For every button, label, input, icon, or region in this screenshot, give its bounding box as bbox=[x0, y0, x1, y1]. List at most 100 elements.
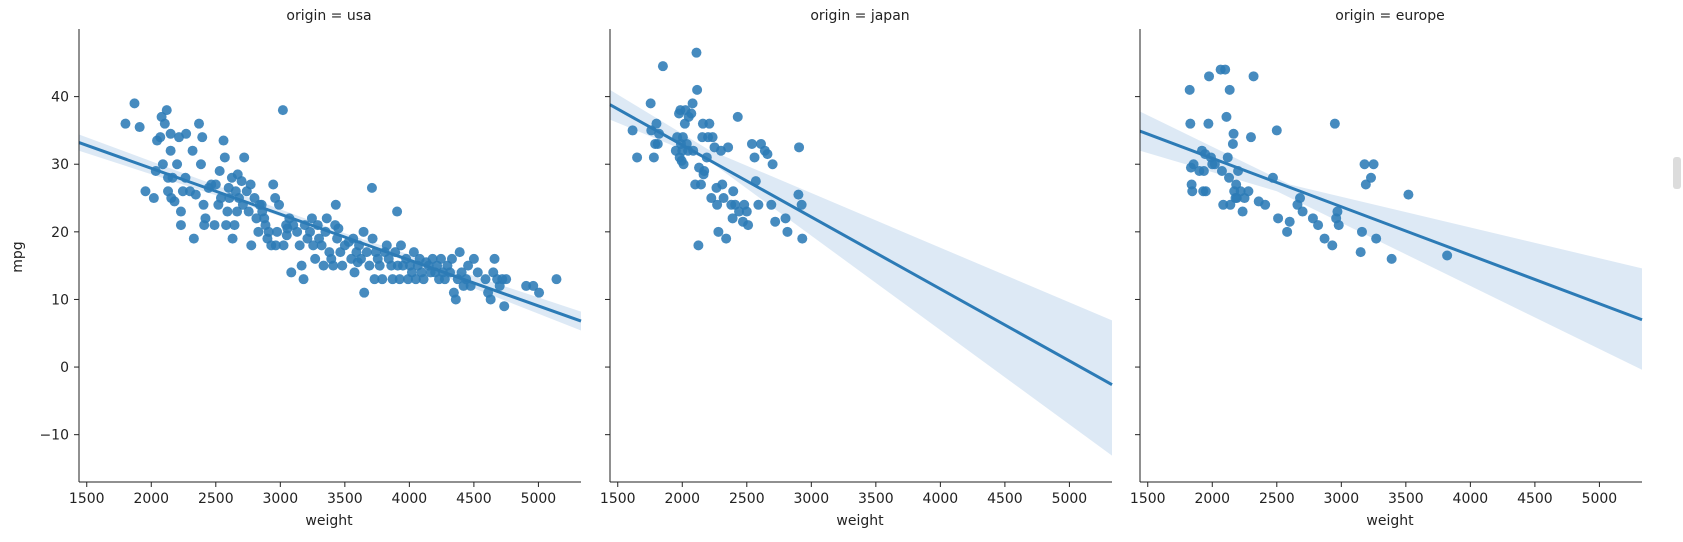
data-point bbox=[723, 142, 734, 153]
data-point bbox=[272, 226, 283, 237]
x-tick-label: 4000 bbox=[923, 491, 959, 507]
data-point bbox=[165, 145, 176, 156]
data-point bbox=[767, 159, 778, 170]
data-point bbox=[274, 199, 285, 210]
data-point bbox=[277, 105, 288, 116]
data-point bbox=[387, 274, 398, 285]
data-point bbox=[686, 108, 697, 119]
data-point bbox=[1204, 71, 1215, 82]
scrollbar-thumb[interactable] bbox=[1673, 157, 1681, 189]
x-tick-label: 3500 bbox=[858, 491, 894, 507]
data-point bbox=[227, 233, 238, 244]
data-point bbox=[1359, 159, 1370, 170]
panel-europe: origin = europe weight 1500 2000 2500 3000 3… bbox=[1130, 8, 1643, 529]
data-point bbox=[364, 260, 375, 271]
data-point bbox=[321, 213, 332, 224]
x-tick-label: 5000 bbox=[521, 491, 557, 507]
data-point bbox=[627, 125, 638, 136]
data-point bbox=[1355, 247, 1366, 258]
x-tick-label: 2000 bbox=[664, 491, 700, 507]
data-point bbox=[120, 118, 131, 129]
data-point bbox=[134, 122, 145, 133]
data-point bbox=[1319, 233, 1330, 244]
y-tick-label: 0 bbox=[60, 360, 69, 376]
data-point bbox=[1187, 186, 1198, 197]
data-point bbox=[209, 220, 220, 231]
data-point bbox=[693, 240, 704, 251]
data-point bbox=[741, 206, 752, 217]
data-point bbox=[155, 132, 166, 143]
data-point bbox=[169, 196, 180, 207]
data-point bbox=[195, 159, 206, 170]
data-point bbox=[468, 253, 479, 264]
data-point bbox=[367, 233, 378, 244]
data-point bbox=[794, 142, 805, 153]
x-tick-label: 2500 bbox=[729, 491, 765, 507]
data-point bbox=[780, 213, 791, 224]
data-point bbox=[140, 186, 151, 197]
x-tick-label: 2000 bbox=[1194, 491, 1230, 507]
data-point bbox=[721, 233, 732, 244]
data-point bbox=[499, 301, 510, 312]
confidence-band bbox=[79, 134, 581, 331]
data-point bbox=[148, 193, 159, 204]
data-point bbox=[187, 145, 198, 156]
data-point bbox=[727, 213, 738, 224]
panel-title: origin = japan bbox=[810, 8, 909, 24]
data-point bbox=[219, 152, 230, 163]
data-point bbox=[651, 118, 662, 129]
data-point bbox=[349, 267, 360, 278]
data-point bbox=[161, 105, 172, 116]
data-point bbox=[369, 274, 380, 285]
data-point bbox=[181, 128, 192, 139]
data-point bbox=[766, 199, 777, 210]
data-point bbox=[1282, 226, 1293, 237]
data-point bbox=[648, 152, 659, 163]
data-point bbox=[1368, 159, 1379, 170]
data-point bbox=[198, 199, 209, 210]
x-tick-label: 3500 bbox=[327, 491, 363, 507]
data-point bbox=[743, 220, 754, 231]
data-point bbox=[306, 213, 317, 224]
confidence-band bbox=[1140, 111, 1642, 370]
data-point bbox=[435, 253, 446, 264]
data-point bbox=[704, 118, 715, 129]
x-tick-label: 5000 bbox=[1582, 491, 1618, 507]
data-point bbox=[551, 274, 562, 285]
data-point bbox=[652, 138, 663, 149]
data-point bbox=[1245, 132, 1256, 143]
data-point bbox=[528, 280, 539, 291]
data-point bbox=[377, 274, 388, 285]
data-point bbox=[1284, 216, 1295, 227]
x-tick-label: 2000 bbox=[133, 491, 169, 507]
data-point bbox=[1273, 213, 1284, 224]
data-point bbox=[318, 260, 329, 271]
x-tick-label: 2500 bbox=[1259, 491, 1295, 507]
data-point bbox=[1200, 186, 1211, 197]
data-point bbox=[1224, 84, 1235, 95]
data-point bbox=[1188, 159, 1199, 170]
data-point bbox=[366, 182, 377, 193]
x-tick-label: 1500 bbox=[1130, 491, 1166, 507]
data-point bbox=[190, 189, 201, 200]
data-point bbox=[221, 220, 232, 231]
x-tick-label: 3500 bbox=[1388, 491, 1424, 507]
data-point bbox=[1371, 233, 1382, 244]
x-tick-label: 4500 bbox=[1517, 491, 1553, 507]
data-point bbox=[263, 226, 274, 237]
ylabel: mpg bbox=[10, 241, 26, 272]
y-tick-label: 40 bbox=[51, 90, 69, 106]
data-point bbox=[1220, 64, 1231, 75]
data-point bbox=[1307, 213, 1318, 224]
regression-line bbox=[1139, 129, 1643, 322]
data-point bbox=[374, 260, 385, 271]
data-point bbox=[175, 206, 186, 217]
data-point bbox=[304, 226, 315, 237]
data-point bbox=[1184, 84, 1195, 95]
data-point bbox=[355, 253, 366, 264]
data-point bbox=[358, 226, 369, 237]
data-point bbox=[1332, 206, 1343, 217]
x-tick-label: 4000 bbox=[1453, 491, 1489, 507]
data-point bbox=[1216, 165, 1227, 176]
data-point bbox=[408, 247, 419, 258]
